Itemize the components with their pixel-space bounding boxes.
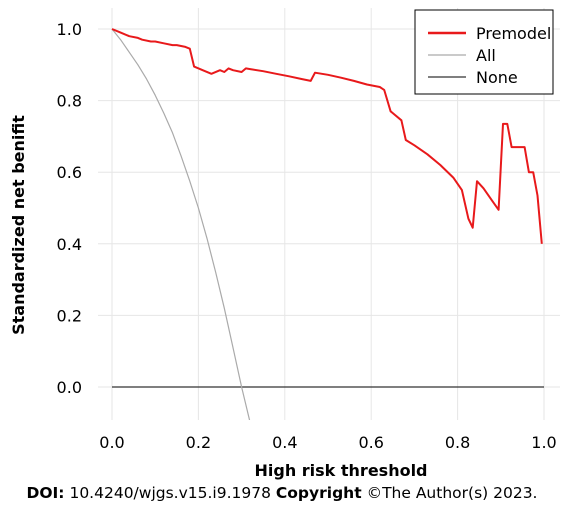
legend: Premodel All None <box>414 9 554 95</box>
x-tick-label: 0.6 <box>358 433 383 452</box>
copyright-value: ©The Author(s) 2023. <box>366 484 538 502</box>
legend-label-all: All <box>476 46 496 65</box>
y-axis-title: Standardized net benifit <box>9 115 28 335</box>
y-tick-label: 0.6 <box>57 163 82 182</box>
footer: DOI: 10.4240/wjgs.v15.i9.1978 Copyright … <box>0 484 564 502</box>
doi-value: 10.4240/wjgs.v15.i9.1978 <box>69 484 271 502</box>
legend-label-premodel: Premodel <box>476 24 551 43</box>
legend-box <box>414 9 554 95</box>
x-tick-label: 0.0 <box>99 433 124 452</box>
y-tick-label: 1.0 <box>57 20 82 39</box>
series-line-premodel <box>111 28 543 244</box>
x-tick-label: 0.4 <box>272 433 297 452</box>
x-tick-label: 0.8 <box>445 433 470 452</box>
doi-label: DOI: <box>26 484 65 502</box>
legend-label-none: None <box>476 68 518 87</box>
series-line-all <box>111 28 251 420</box>
x-tick-labels: 0.0 0.2 0.4 0.6 0.8 1.0 <box>99 433 556 452</box>
y-tick-label: 0.0 <box>57 378 82 397</box>
copyright-label: Copyright <box>275 484 362 502</box>
y-tick-label: 0.4 <box>57 235 82 254</box>
x-axis-title: High risk threshold <box>254 461 427 480</box>
x-tick-label: 1.0 <box>531 433 556 452</box>
y-tick-labels: 0.0 0.2 0.4 0.6 0.8 1.0 <box>57 20 82 397</box>
y-tick-label: 0.2 <box>57 306 82 325</box>
y-tick-label: 0.8 <box>57 92 82 111</box>
x-tick-label: 0.2 <box>186 433 211 452</box>
series-lines <box>111 28 544 420</box>
chart: 0.0 0.2 0.4 0.6 0.8 1.0 0.0 0.2 0.4 0.6 0.8 1.0 Hi… <box>9 8 560 480</box>
